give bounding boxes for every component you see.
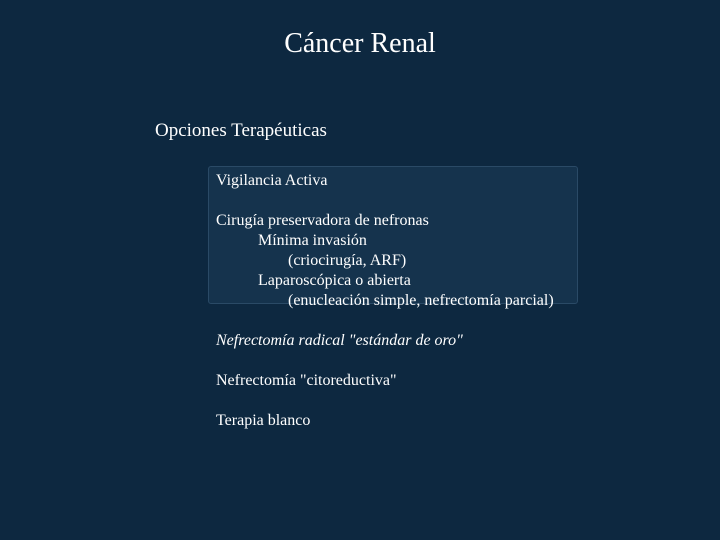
slide-container: Cáncer Renal Opciones Terapéuticas Vigil… bbox=[0, 0, 720, 540]
slide-title: Cáncer Renal bbox=[0, 28, 720, 60]
content-line: Nefrectomía radical "estándar de oro" bbox=[216, 332, 463, 350]
slide-subtitle: Opciones Terapéuticas bbox=[155, 120, 327, 142]
content-line: Vigilancia Activa bbox=[216, 172, 327, 190]
content-line: Cirugía preservadora de nefronas bbox=[216, 212, 429, 230]
content-line: Mínima invasión bbox=[258, 232, 367, 250]
content-line: Terapia blanco bbox=[216, 412, 310, 430]
content-line: (criocirugía, ARF) bbox=[288, 252, 406, 270]
content-line: Laparoscópica o abierta bbox=[258, 272, 411, 290]
content-line: Nefrectomía "citoreductiva" bbox=[216, 372, 397, 390]
content-line: (enucleación simple, nefrectomía parcial… bbox=[288, 292, 554, 310]
